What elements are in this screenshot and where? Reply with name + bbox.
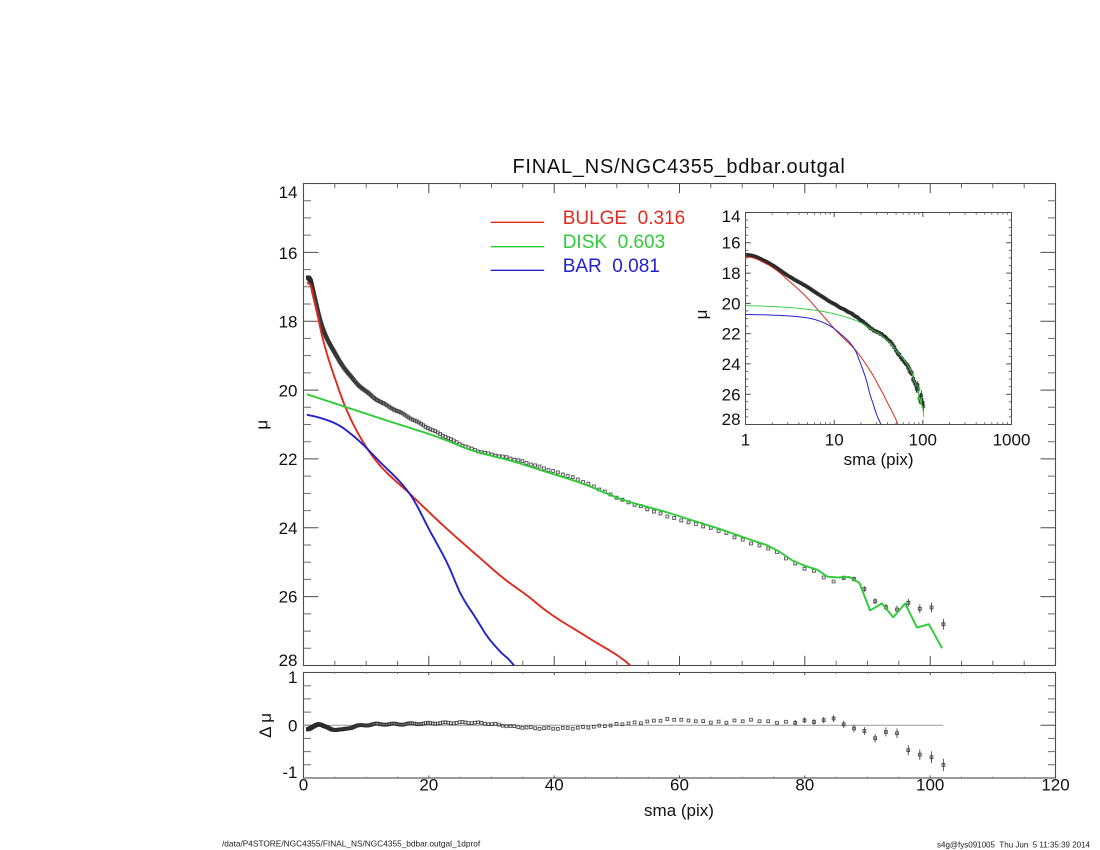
svg-text:28: 28	[279, 651, 298, 670]
svg-text:1000: 1000	[993, 431, 1031, 450]
svg-text:14: 14	[722, 207, 741, 226]
svg-text:24: 24	[722, 355, 741, 374]
svg-text:1: 1	[288, 668, 297, 687]
svg-text:0: 0	[288, 716, 297, 735]
svg-text:/data/P4STORE/NGC4355/FINAL_NS: /data/P4STORE/NGC4355/FINAL_NS/NGC4355_b…	[222, 839, 481, 849]
svg-text:-1: -1	[282, 763, 297, 782]
svg-text:16: 16	[722, 234, 741, 253]
svg-text:10: 10	[825, 431, 844, 450]
svg-text:28: 28	[722, 410, 741, 429]
svg-text:sma (pix): sma (pix)	[644, 801, 714, 820]
svg-text:20: 20	[419, 776, 438, 795]
svg-text:μ: μ	[692, 310, 711, 320]
svg-text:20: 20	[722, 294, 741, 313]
svg-text:100: 100	[916, 776, 944, 795]
svg-text:18: 18	[279, 313, 298, 332]
svg-text:BAR 0.081: BAR 0.081	[563, 256, 660, 277]
svg-text:80: 80	[795, 776, 814, 795]
svg-text:sma (pix): sma (pix)	[844, 450, 914, 469]
svg-text:Δ μ: Δ μ	[256, 713, 275, 738]
svg-text:16: 16	[279, 244, 298, 263]
svg-text:FINAL_NS/NGC4355_bdbar.outgal: FINAL_NS/NGC4355_bdbar.outgal	[512, 156, 845, 178]
svg-text:120: 120	[1041, 776, 1069, 795]
svg-text:40: 40	[545, 776, 564, 795]
svg-text:24: 24	[279, 519, 298, 538]
svg-text:26: 26	[279, 588, 298, 607]
svg-text:26: 26	[722, 385, 741, 404]
svg-text:20: 20	[279, 381, 298, 400]
svg-text:BULGE 0.316: BULGE 0.316	[563, 208, 686, 229]
svg-text:22: 22	[279, 450, 298, 469]
svg-text:14: 14	[279, 183, 298, 202]
svg-text:100: 100	[909, 431, 937, 450]
svg-text:s4g@fys091005 Thu Jun 5 11:3: s4g@fys091005 Thu Jun 5 11:35:39 2014	[937, 841, 1091, 850]
svg-text:DISK 0.603: DISK 0.603	[563, 232, 665, 253]
svg-text:μ: μ	[253, 420, 272, 430]
svg-text:18: 18	[722, 264, 741, 283]
svg-text:22: 22	[722, 325, 741, 344]
svg-text:0: 0	[299, 776, 308, 795]
svg-text:60: 60	[670, 776, 689, 795]
svg-text:1: 1	[741, 431, 750, 450]
